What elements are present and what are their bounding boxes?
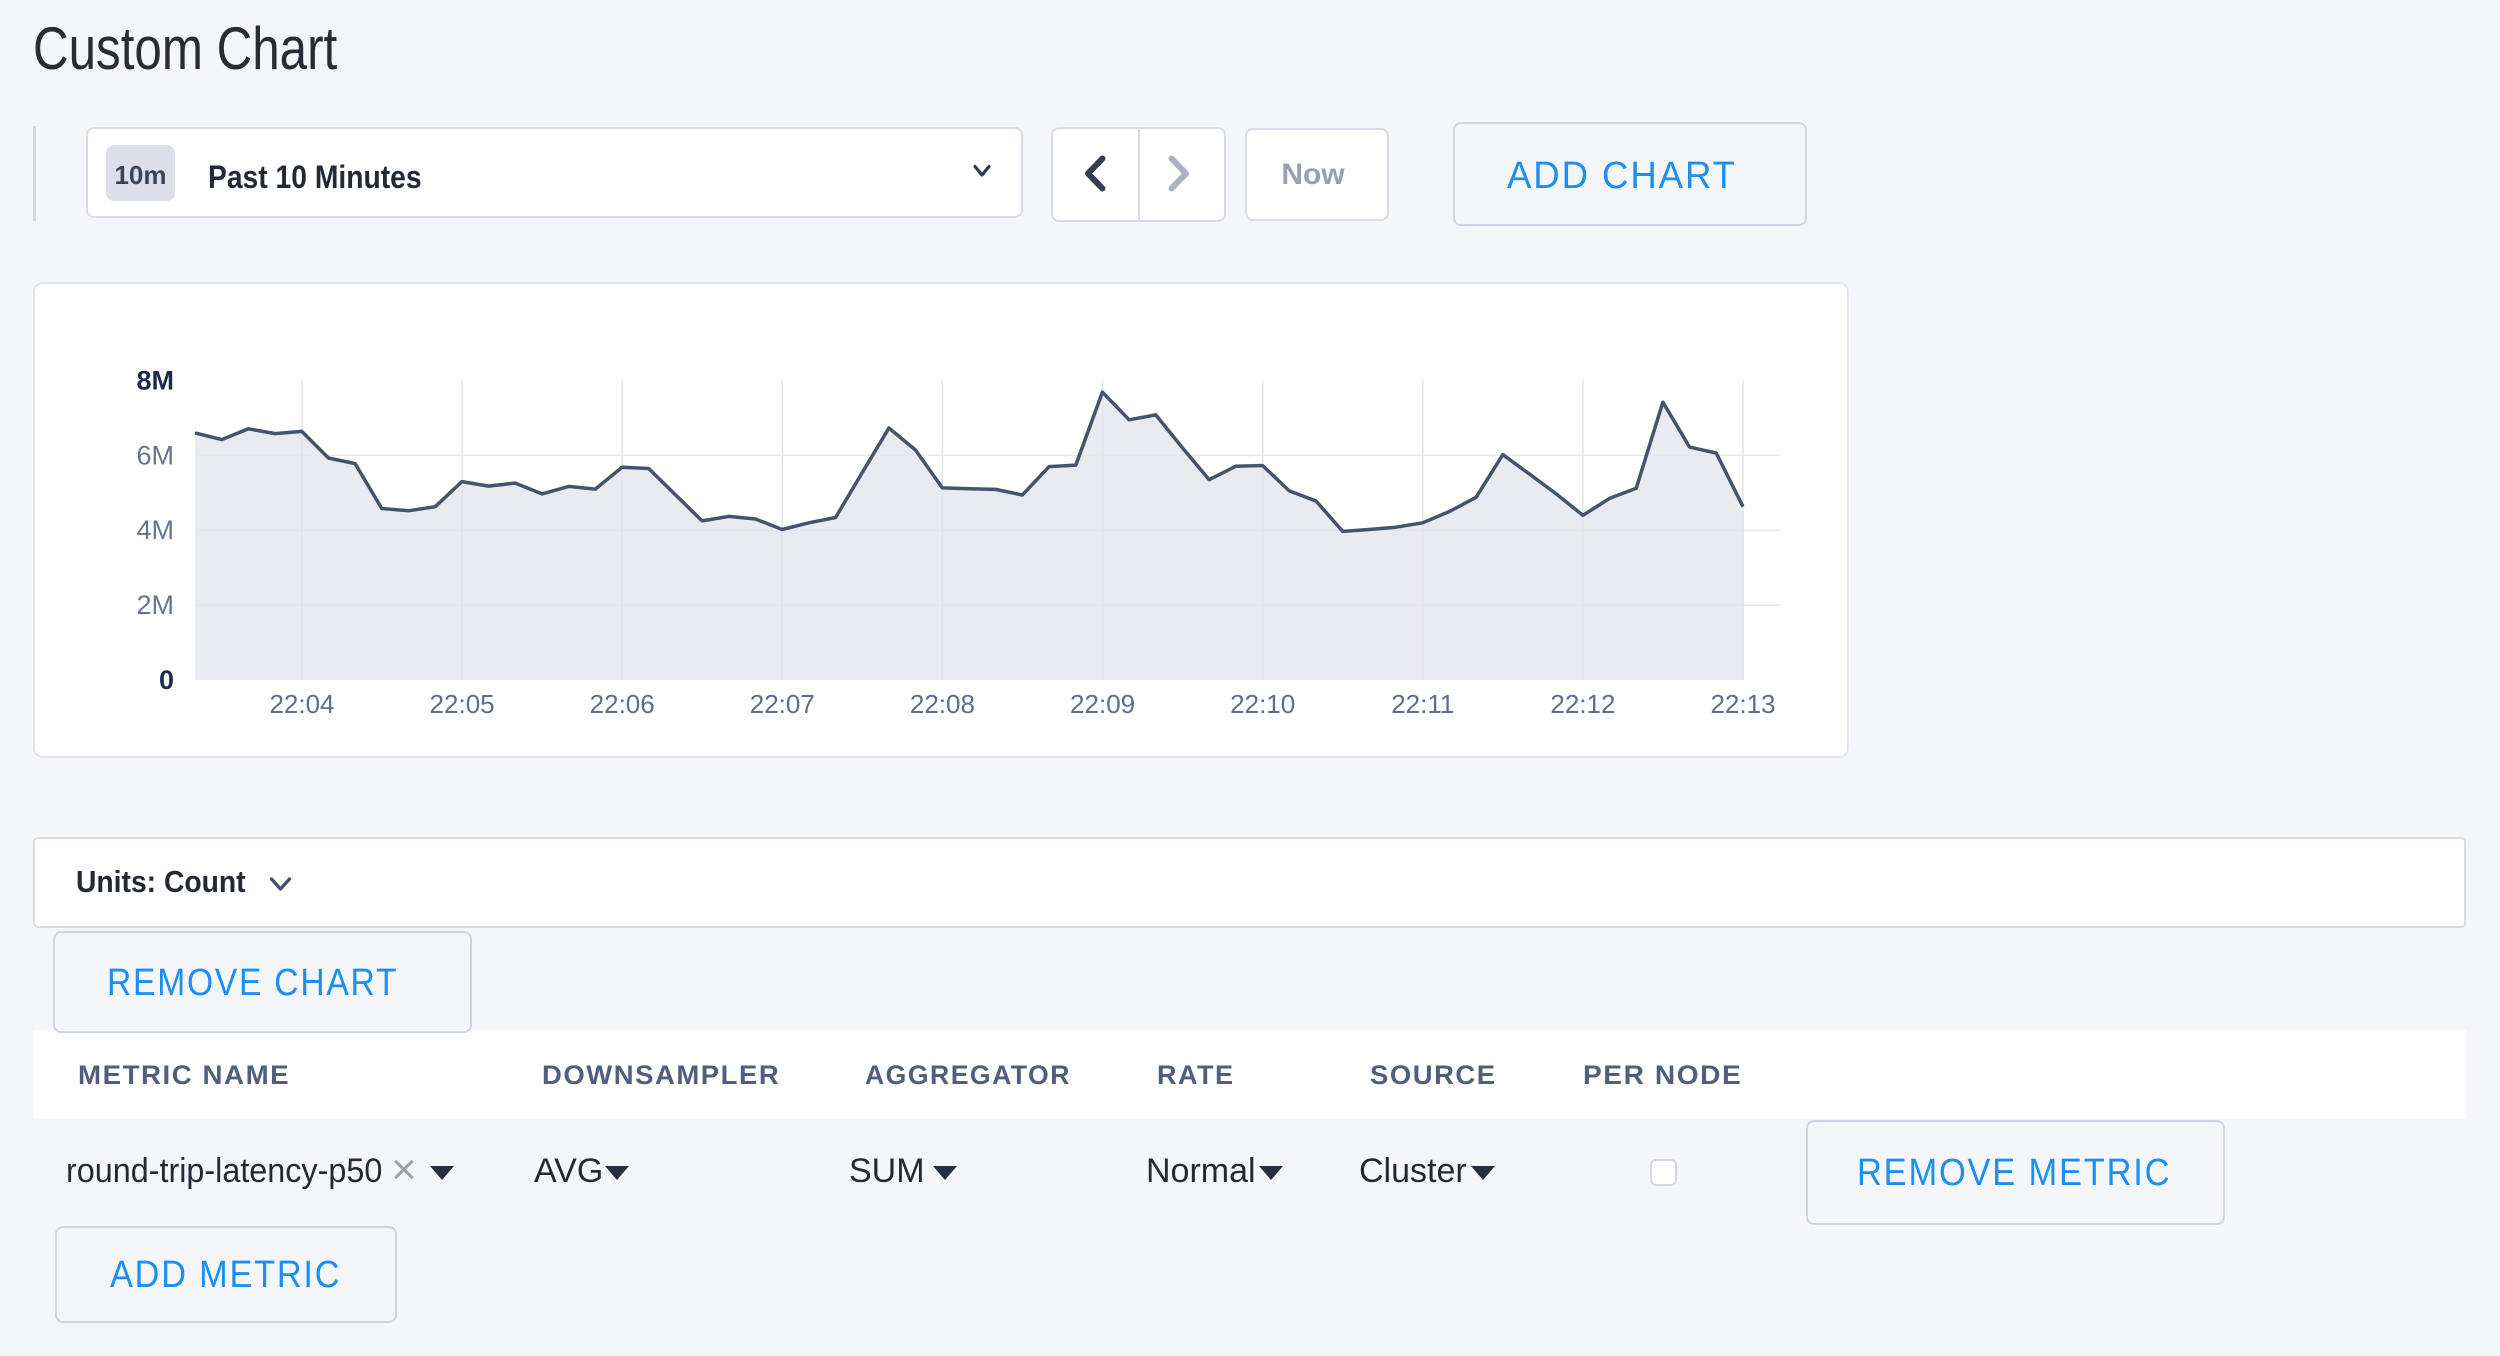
svg-text:6M: 6M <box>136 440 174 470</box>
svg-text:22:13: 22:13 <box>1710 689 1775 719</box>
svg-text:8M: 8M <box>136 366 174 396</box>
svg-text:2M: 2M <box>136 590 174 620</box>
svg-text:22:12: 22:12 <box>1550 689 1615 719</box>
svg-text:22:05: 22:05 <box>430 689 495 719</box>
svg-text:22:11: 22:11 <box>1391 689 1454 719</box>
svg-text:22:10: 22:10 <box>1230 689 1295 719</box>
svg-text:22:04: 22:04 <box>269 689 334 719</box>
svg-text:22:08: 22:08 <box>910 689 975 719</box>
svg-text:0: 0 <box>159 665 174 695</box>
svg-text:22:09: 22:09 <box>1070 689 1135 719</box>
svg-text:22:06: 22:06 <box>590 689 655 719</box>
svg-text:4M: 4M <box>136 515 174 545</box>
svg-text:22:07: 22:07 <box>750 689 815 719</box>
